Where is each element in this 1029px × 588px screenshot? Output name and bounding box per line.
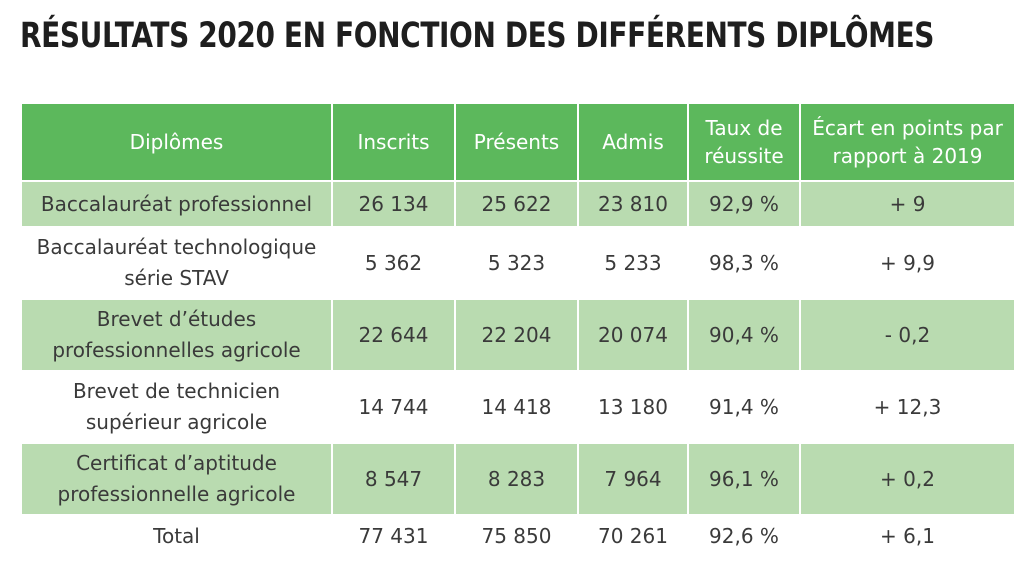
cell-inscrits: 77 431 [332,514,456,556]
cell-diplome: Brevet d’études professionnelles agricol… [22,298,333,371]
table-row: Baccalauréat technologique série STAV 5 … [22,226,1014,299]
cell-ecart: - 0,2 [800,298,1014,371]
cell-ecart: + 9,9 [800,226,1014,299]
cell-inscrits: 8 547 [332,442,456,515]
cell-taux: 92,6 % [688,514,801,556]
cell-ecart: + 12,3 [800,370,1014,443]
cell-ecart: + 0,2 [800,442,1014,515]
cell-diplome: Certificat d’aptitude professionnelle ag… [22,442,333,515]
cell-admis: 13 180 [578,370,689,443]
results-table: Diplômes Inscrits Présents Admis Taux de… [22,104,1014,556]
table-row: Baccalauréat professionnel 26 134 25 622… [22,180,1014,227]
cell-diplome: Baccalauréat professionnel [22,180,333,227]
cell-inscrits: 26 134 [332,180,456,227]
cell-admis: 20 074 [578,298,689,371]
header-taux-reussite: Taux de réussite [688,104,801,181]
header-diplomes: Diplômes [22,104,333,181]
cell-presents: 14 418 [455,370,579,443]
cell-diplome: Total [22,514,333,556]
cell-presents: 22 204 [455,298,579,371]
header-admis: Admis [578,104,689,181]
cell-diplome: Baccalauréat technologique série STAV [22,226,333,299]
table-row-total: Total 77 431 75 850 70 261 92,6 % + 6,1 [22,514,1014,556]
cell-admis: 7 964 [578,442,689,515]
cell-ecart: + 6,1 [800,514,1014,556]
table-row: Certificat d’aptitude professionnelle ag… [22,442,1014,515]
cell-presents: 5 323 [455,226,579,299]
cell-diplome: Brevet de technicien supérieur agricole [22,370,333,443]
table-row: Brevet d’études professionnelles agricol… [22,298,1014,371]
table-header-row: Diplômes Inscrits Présents Admis Taux de… [22,104,1014,181]
cell-inscrits: 22 644 [332,298,456,371]
header-presents: Présents [455,104,579,181]
header-ecart: Écart en points par rapport à 2019 [800,104,1014,181]
cell-admis: 23 810 [578,180,689,227]
cell-inscrits: 14 744 [332,370,456,443]
cell-ecart: + 9 [800,180,1014,227]
header-inscrits: Inscrits [332,104,456,181]
cell-taux: 96,1 % [688,442,801,515]
cell-presents: 8 283 [455,442,579,515]
cell-admis: 70 261 [578,514,689,556]
page-title: RÉSULTATS 2020 EN FONCTION DES DIFFÉRENT… [20,16,935,56]
table-row: Brevet de technicien supérieur agricole … [22,370,1014,443]
cell-admis: 5 233 [578,226,689,299]
cell-inscrits: 5 362 [332,226,456,299]
cell-taux: 90,4 % [688,298,801,371]
cell-presents: 75 850 [455,514,579,556]
cell-presents: 25 622 [455,180,579,227]
cell-taux: 92,9 % [688,180,801,227]
cell-taux: 91,4 % [688,370,801,443]
cell-taux: 98,3 % [688,226,801,299]
